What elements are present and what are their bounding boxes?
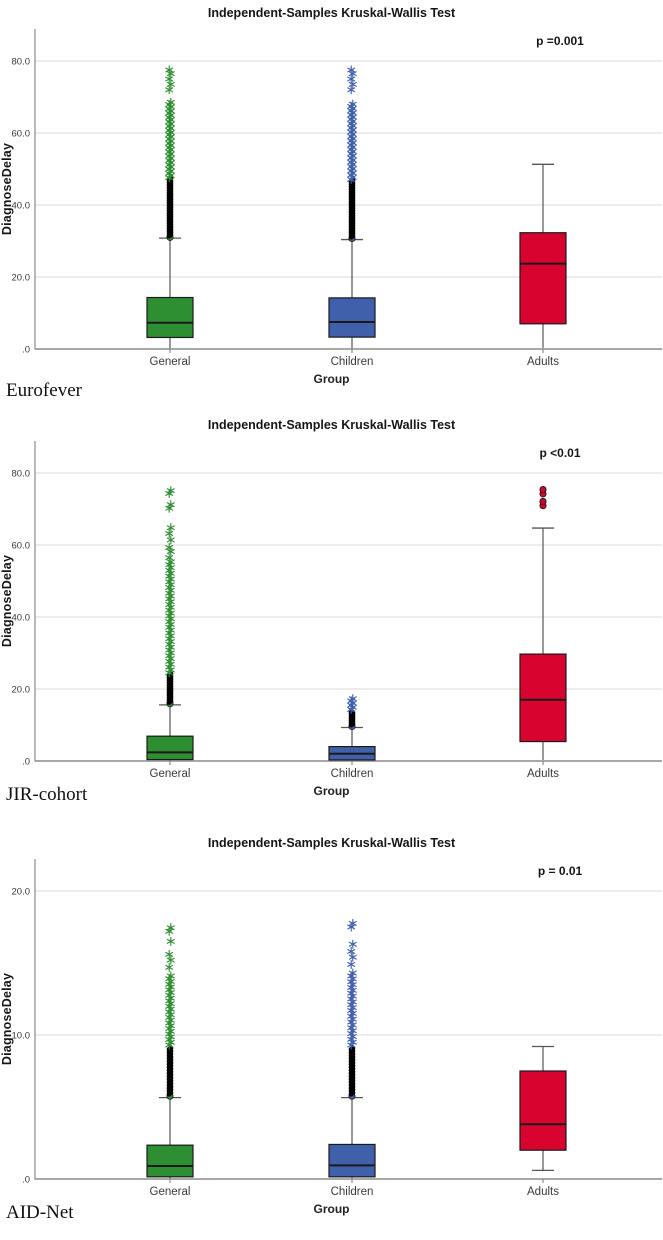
y-tick-label: .0 bbox=[22, 1175, 30, 1186]
outlier-asterisk bbox=[348, 79, 357, 89]
outlier-asterisk bbox=[348, 968, 357, 978]
p-value-label: p = 0.01 bbox=[537, 864, 583, 878]
chart-title: Independent-Samples Kruskal-Wallis Test bbox=[207, 836, 456, 850]
outlier-asterisk bbox=[165, 962, 174, 972]
outlier-asterisk bbox=[166, 486, 175, 496]
x-tick-label: Children bbox=[331, 356, 374, 368]
y-tick-label: 20.0 bbox=[12, 685, 31, 696]
outlier-asterisk bbox=[347, 959, 356, 970]
x-axis-title: Group bbox=[313, 784, 350, 798]
outlier-asterisk bbox=[166, 523, 175, 533]
outlier-asterisk bbox=[166, 557, 175, 567]
p-value-label: p =0.001 bbox=[536, 34, 584, 48]
outlier-asterisk bbox=[347, 85, 356, 95]
y-axis-label: DiagnoseDelay bbox=[0, 142, 14, 236]
box-group-adults: Adults bbox=[519, 1045, 567, 1198]
outlier-asterisk bbox=[348, 918, 357, 928]
cohort-label-eurofever: Eurofever bbox=[6, 380, 82, 401]
chart-title: Independent-Samples Kruskal-Wallis Test bbox=[207, 6, 456, 20]
box-group-children: Children bbox=[328, 918, 376, 1198]
box-group-general: General bbox=[146, 486, 194, 780]
outlier-asterisk bbox=[166, 971, 175, 981]
p-value-label: p <0.01 bbox=[539, 446, 581, 460]
x-tick-label: General bbox=[150, 1186, 191, 1198]
y-axis-label: DiagnoseDelay bbox=[0, 972, 14, 1066]
cohort-label-aid-net: AID-Net bbox=[6, 1202, 74, 1223]
box-group-adults: Adults bbox=[519, 486, 567, 780]
outlier-asterisk bbox=[348, 694, 357, 704]
outlier-asterisk bbox=[165, 949, 174, 959]
outlier-asterisk bbox=[166, 955, 175, 965]
iqr-box bbox=[146, 735, 194, 761]
outlier-asterisk bbox=[165, 65, 174, 75]
y-axis-label: DiagnoseDelay bbox=[0, 554, 14, 648]
outlier-asterisk bbox=[347, 946, 356, 957]
outlier-asterisk bbox=[166, 79, 175, 89]
y-tick-label: 10.0 bbox=[12, 1031, 31, 1042]
outlier-asterisk bbox=[347, 74, 356, 84]
outlier-asterisk bbox=[165, 85, 174, 95]
outlier-circle bbox=[539, 497, 547, 505]
iqr-box bbox=[146, 1144, 194, 1178]
y-tick-label: 80.0 bbox=[12, 469, 31, 480]
y-tick-label: .0 bbox=[22, 345, 30, 356]
x-tick-label: Children bbox=[331, 768, 374, 780]
outlier-asterisk bbox=[165, 974, 174, 984]
x-axis-title: Group bbox=[313, 1202, 350, 1216]
outlier-asterisk bbox=[347, 65, 356, 75]
box-group-general: General bbox=[146, 65, 194, 368]
x-tick-label: Adults bbox=[527, 1186, 559, 1198]
iqr-box bbox=[519, 653, 567, 743]
outlier-asterisk bbox=[166, 923, 175, 933]
y-tick-label: 60.0 bbox=[12, 129, 31, 140]
chart-title: Independent-Samples Kruskal-Wallis Test bbox=[207, 418, 456, 432]
boxplot-canvas-eurofever: .0 20.0 40.0 60.0 80.0 General Children Adults bbox=[12, 29, 662, 368]
outlier-asterisk bbox=[348, 99, 357, 109]
x-axis-title: Group bbox=[313, 372, 350, 386]
boxplot-canvas-aid-net: .0 10.0 20.0 General Children Adults bbox=[12, 859, 662, 1198]
outlier-asterisk bbox=[166, 936, 175, 946]
box-group-children: Children bbox=[328, 694, 376, 780]
iqr-box bbox=[328, 1143, 376, 1178]
plot-area: DiagnoseDelay p =0.001 .0 20.0 40.0 60.0 80.… bbox=[0, 24, 663, 374]
iqr-box bbox=[519, 232, 567, 325]
y-tick-label: 80.0 bbox=[12, 57, 31, 68]
outlier-asterisk bbox=[166, 97, 175, 107]
outlier-asterisk bbox=[166, 535, 175, 545]
y-tick-label: 20.0 bbox=[12, 273, 31, 284]
y-tick-label: 40.0 bbox=[12, 613, 31, 624]
box-group-children: Children bbox=[328, 65, 376, 368]
x-tick-label: Children bbox=[331, 1186, 374, 1198]
box-group-adults: Adults bbox=[519, 163, 567, 368]
cohort-label-jir-cohort: JIR-cohort bbox=[6, 784, 88, 805]
y-tick-label: .0 bbox=[22, 757, 30, 768]
y-tick-label: 40.0 bbox=[12, 201, 31, 212]
iqr-box bbox=[519, 1070, 567, 1151]
outlier-asterisk bbox=[165, 528, 174, 539]
plot-area: DiagnoseDelay p = 0.01 .0 10.0 20.0 General… bbox=[0, 854, 663, 1204]
boxplot-canvas-jir-cohort: .0 20.0 40.0 60.0 80.0 General Children Adults bbox=[12, 441, 662, 780]
outlier-asterisk bbox=[348, 939, 357, 949]
iqr-box bbox=[146, 296, 194, 339]
x-tick-label: Adults bbox=[527, 768, 559, 780]
y-tick-label: 60.0 bbox=[12, 541, 31, 552]
x-tick-label: General bbox=[150, 768, 191, 780]
outlier-asterisk bbox=[165, 74, 174, 84]
outlier-asterisk bbox=[165, 553, 174, 563]
panel-aid-net: Independent-Samples Kruskal-Wallis Test … bbox=[0, 832, 663, 1223]
plot-area: DiagnoseDelay p <0.01 .0 20.0 40.0 60.0 80.0… bbox=[0, 436, 663, 786]
y-tick-label: 20.0 bbox=[12, 887, 31, 898]
outlier-circle bbox=[539, 486, 547, 494]
x-tick-label: Adults bbox=[527, 356, 559, 368]
outlier-asterisk bbox=[165, 542, 174, 553]
box-group-general: General bbox=[146, 923, 194, 1198]
panel-eurofever: Independent-Samples Kruskal-Wallis Test … bbox=[0, 2, 663, 401]
iqr-box bbox=[328, 297, 376, 338]
x-tick-label: General bbox=[150, 356, 191, 368]
outlier-asterisk bbox=[348, 952, 357, 962]
outlier-asterisk bbox=[166, 500, 175, 510]
panel-jir-cohort: Independent-Samples Kruskal-Wallis Test … bbox=[0, 414, 663, 805]
